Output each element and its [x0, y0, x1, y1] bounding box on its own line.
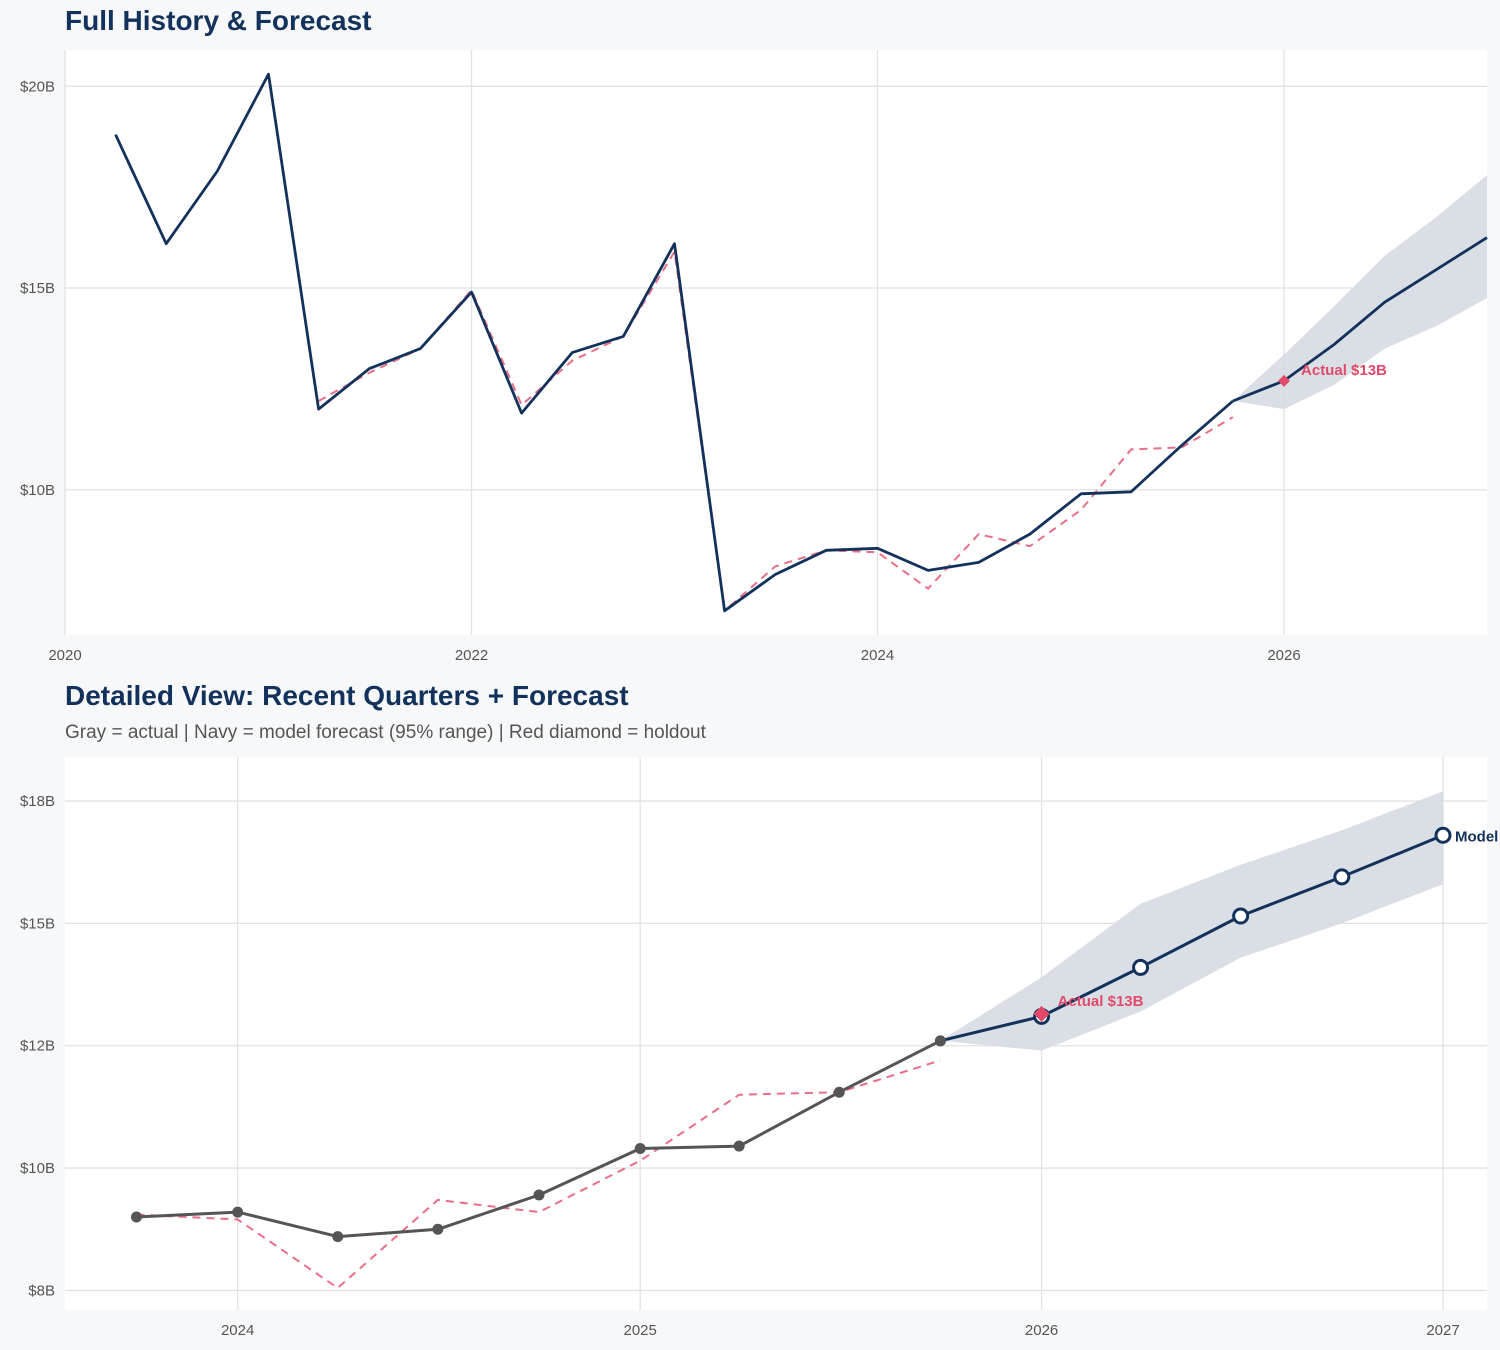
holdout-diamond: [1278, 374, 1291, 387]
x-tick-label: 2026: [1025, 1322, 1058, 1339]
actual-point: [332, 1231, 344, 1243]
x-tick-label: 2024: [221, 1322, 254, 1339]
forecast-start-point: [934, 1035, 946, 1047]
x-tick-label: 2025: [623, 1322, 656, 1339]
y-tick-label: $10B: [20, 482, 55, 499]
actual-point: [634, 1143, 646, 1155]
y-tick-label: $15B: [20, 280, 55, 297]
y-tick-label: $15B: [20, 915, 55, 932]
y-tick-label: $12B: [20, 1038, 55, 1055]
y-tick-label: $10B: [20, 1160, 55, 1177]
forecast-line: [940, 833, 1444, 1043]
actual-line: [114, 72, 1234, 613]
x-tick-label: 2024: [861, 647, 894, 664]
forecast-point: [1232, 907, 1250, 925]
forecast-line: [1232, 236, 1488, 403]
chart-title-detailed-view: Detailed View: Recent Quarters + Forecas…: [65, 680, 629, 711]
y-tick-label: $18B: [20, 793, 55, 810]
forecast-point: [1434, 826, 1452, 844]
chart-title-full-history: Full History & Forecast: [65, 5, 372, 36]
fitted-line: [136, 1059, 941, 1290]
actual-point: [833, 1086, 845, 1098]
actual-point: [232, 1206, 244, 1218]
x-tick-label: 2022: [455, 647, 488, 664]
forecast-point: [1333, 868, 1351, 886]
model-end-label: Model: [1455, 828, 1498, 845]
actual-point: [533, 1189, 545, 1201]
full-history-chart: 2020 2022 2024 2026 $10B $15B $20B Actual $13B: [20, 50, 1488, 664]
x-tick-label: 2026: [1267, 647, 1300, 664]
forecast-interval-band: [1232, 175, 1487, 410]
chart-subtitle-legend-note: Gray = actual | Navy = model forecast (9…: [65, 722, 706, 743]
actual-point: [130, 1211, 142, 1223]
actual-point: [733, 1140, 745, 1152]
actual-point: [432, 1223, 444, 1235]
forecast-interval-band: [940, 791, 1443, 1051]
holdout-label: Actual $13B: [1301, 362, 1387, 379]
holdout-diamond: [1033, 1005, 1050, 1022]
y-tick-label: $20B: [20, 78, 55, 95]
x-tick-label: 2020: [48, 647, 81, 664]
x-tick-label: 2027: [1426, 1322, 1459, 1339]
plot-panel: [65, 50, 1487, 635]
forecast-point: [1132, 958, 1150, 976]
fitted-line: [318, 248, 1234, 613]
y-tick-label: $8B: [28, 1282, 55, 1299]
plot-panel: [65, 757, 1487, 1310]
holdout-label: Actual $13B: [1058, 993, 1144, 1010]
